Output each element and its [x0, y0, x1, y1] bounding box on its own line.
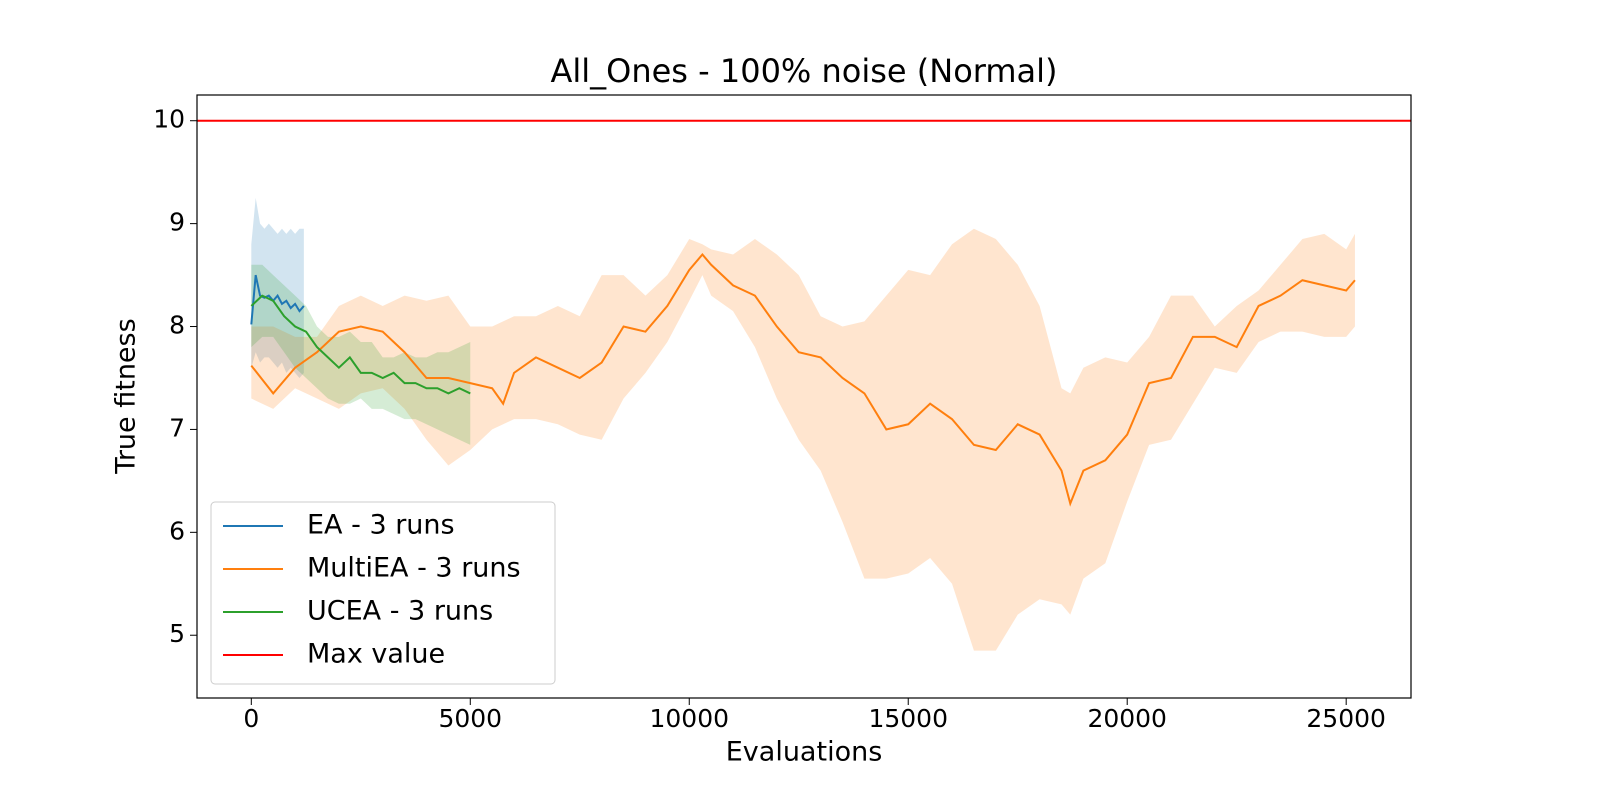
legend-label: Max value [307, 639, 445, 670]
x-tick-label: 5000 [438, 704, 502, 733]
y-tick-label: 5 [169, 619, 185, 648]
legend-label: EA - 3 runs [307, 510, 455, 541]
plot-area [197, 119, 1411, 651]
x-tick-label: 25000 [1306, 704, 1386, 733]
y-tick-label: 9 [169, 208, 185, 237]
x-tick-label: 0 [243, 704, 259, 733]
legend-label: MultiEA - 3 runs [307, 553, 521, 584]
x-tick-label: 20000 [1087, 704, 1167, 733]
series-line [250, 252, 1356, 507]
confidence-band [251, 197, 304, 378]
y-axis-label: True fitness [111, 318, 142, 474]
y-tick-label: 10 [153, 105, 185, 134]
series-line [250, 274, 305, 325]
y-tick-label: 6 [169, 516, 185, 545]
x-tick-label: 10000 [649, 704, 729, 733]
plot-frame [196, 94, 1412, 699]
legend-box [210, 501, 556, 685]
y-tick-label: 7 [169, 413, 185, 442]
x-tick-label: 15000 [868, 704, 948, 733]
legend-label: UCEA - 3 runs [307, 596, 493, 627]
y-tick-label: 8 [169, 311, 185, 340]
chart-title: All_Ones - 100% noise (Normal) [550, 52, 1057, 90]
confidence-band [251, 228, 1355, 651]
confidence-band [251, 264, 471, 445]
x-axis-label: Evaluations [726, 737, 883, 768]
series-line [250, 294, 471, 395]
